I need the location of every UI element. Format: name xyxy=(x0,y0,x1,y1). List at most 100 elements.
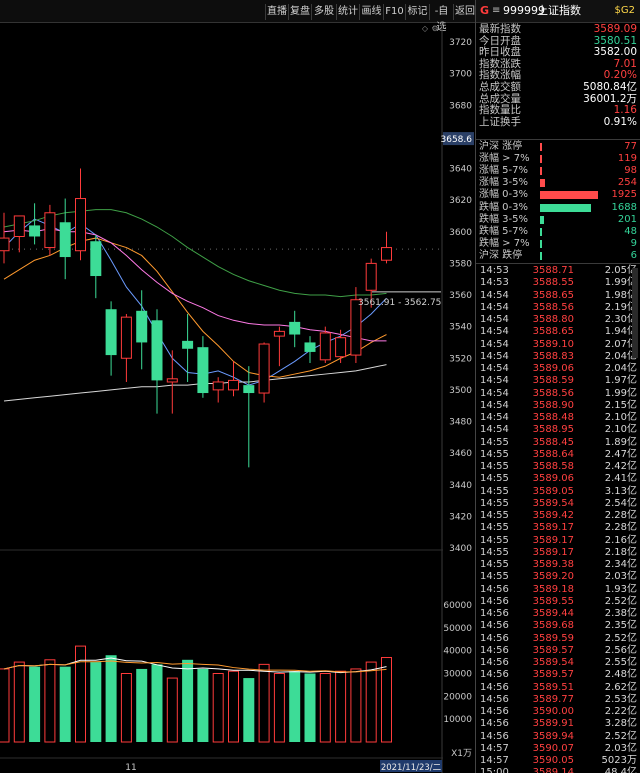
date-axis-label: 11 xyxy=(125,763,136,773)
tick-price: 3588.95 xyxy=(532,424,574,436)
kline-chart[interactable]: 3720370036803660364036203600358035603540… xyxy=(0,22,475,773)
quote-value: 0.20% xyxy=(603,69,637,82)
candle-body xyxy=(350,299,362,356)
distribution-bar xyxy=(540,227,542,236)
tick-time: 14:54 xyxy=(480,387,509,399)
distribution-label: 涨幅 0-3% xyxy=(479,189,529,201)
quote-row: 上证换手 0.91% xyxy=(476,115,640,129)
candle-body xyxy=(59,222,71,258)
quote-row: 昨日收盘 3582.00 xyxy=(476,47,640,59)
volume-bar xyxy=(166,677,178,743)
tick-row: 14:55 3589.06 2.41亿 xyxy=(476,473,640,485)
distribution-label: 沪深 跌停 xyxy=(479,249,523,261)
distribution-bar xyxy=(540,251,542,260)
volume-bar xyxy=(120,673,132,743)
tick-volume: 3.28亿 xyxy=(604,718,637,730)
tick-time: 14:54 xyxy=(480,289,509,301)
quote-row: 总成交额 5080.84亿 xyxy=(476,81,640,94)
tick-price: 3589.59 xyxy=(532,632,574,644)
tick-volume: 2.15亿 xyxy=(604,399,637,411)
candle-body xyxy=(0,237,10,252)
tick-price: 3590.00 xyxy=(532,706,574,717)
toolbar-button[interactable]: 复盘 xyxy=(288,4,311,20)
tick-time: 14:54 xyxy=(480,363,509,374)
tick-volume: 2.52亿 xyxy=(604,595,637,607)
tick-volume: 1.94亿 xyxy=(604,326,637,338)
volume-bar xyxy=(258,663,270,743)
s-tag[interactable]: $G2 xyxy=(614,5,635,16)
tick-price: 3588.58 xyxy=(532,461,574,472)
candle-body xyxy=(243,385,255,394)
volume-bar xyxy=(273,673,285,743)
tick-volume: 1.99亿 xyxy=(604,277,637,289)
y-axis-label: 3580 xyxy=(449,259,472,269)
tick-list-scrollbar[interactable] xyxy=(632,268,638,358)
tick-time: 14:56 xyxy=(480,644,509,656)
y-axis-label: 3560 xyxy=(449,291,472,301)
toolbar-button[interactable]: 画线 xyxy=(359,4,383,20)
y-axis-label: 3640 xyxy=(449,165,472,175)
distribution-count: 77 xyxy=(624,141,637,152)
diamond-icon[interactable]: ◇ xyxy=(421,24,429,33)
tick-price: 3589.18 xyxy=(532,583,574,595)
tick-time: 14:56 xyxy=(480,608,509,619)
distribution-count: 98 xyxy=(624,165,637,177)
tick-row: 14:54 3589.06 2.04亿 xyxy=(476,363,640,375)
tick-row: 14:56 3589.57 2.56亿 xyxy=(476,645,640,657)
toolbar-button[interactable]: F10 xyxy=(383,4,405,20)
distribution-row: 跌幅 > 7% 9 xyxy=(476,238,640,250)
toolbar-button[interactable]: 统计 xyxy=(336,4,359,20)
tick-time: 14:55 xyxy=(480,473,509,485)
tick-price: 3589.10 xyxy=(532,338,574,350)
ma-line-ma60 xyxy=(3,209,387,298)
tick-time: 14:55 xyxy=(480,559,509,570)
toolbar-button[interactable]: 直播 xyxy=(265,4,288,20)
tick-price: 3589.17 xyxy=(532,546,574,558)
tick-price: 3589.51 xyxy=(532,681,574,693)
candle-body xyxy=(136,310,148,343)
settings-icon[interactable]: ⚙ xyxy=(431,24,439,33)
distribution-count: 6 xyxy=(630,249,637,261)
quote-row: 指数量比 1.16 xyxy=(476,105,640,117)
tick-price: 3589.68 xyxy=(532,620,574,632)
index-code: 999999 xyxy=(503,4,545,17)
candle-body xyxy=(29,225,41,237)
tick-row: 14:55 3589.38 2.34亿 xyxy=(476,559,640,571)
quote-label: 今日开盘 xyxy=(479,34,521,47)
current-price-tag: 3658.6 xyxy=(441,135,473,145)
distribution-count: 201 xyxy=(617,213,637,225)
menu-icon[interactable]: ≡ xyxy=(492,5,501,16)
date-tag: 2021/11/23/二 xyxy=(381,763,442,773)
toolbar-button[interactable]: 多股 xyxy=(311,4,336,20)
candle-body xyxy=(258,343,270,394)
tick-volume: 2.54亿 xyxy=(604,497,637,509)
volume-bar xyxy=(197,668,209,742)
distribution-row: 跌幅 3-5% 201 xyxy=(476,214,640,226)
tick-row: 14:53 3588.55 1.99亿 xyxy=(476,277,640,289)
volume-bar xyxy=(228,670,239,743)
tick-price: 3589.55 xyxy=(532,595,574,607)
volume-bar xyxy=(151,664,163,742)
tick-volume: 5023万 xyxy=(601,755,637,766)
tick-volume: 1.93亿 xyxy=(604,583,637,595)
tick-volume: 48.4亿 xyxy=(604,767,637,773)
kline-chart-area[interactable]: 3720370036803660364036203600358035603540… xyxy=(0,22,475,773)
date-tag-bg xyxy=(380,760,442,772)
volume-ma10 xyxy=(3,660,387,673)
toolbar-button[interactable]: 返回 xyxy=(453,4,476,20)
tick-row: 14:54 3588.56 2.19亿 xyxy=(476,302,640,314)
tick-time: 14:57 xyxy=(480,755,509,766)
tick-time: 14:56 xyxy=(480,669,509,681)
tick-row: 14:54 3589.10 2.07亿 xyxy=(476,339,640,351)
quote-value: 0.91% xyxy=(603,115,637,128)
y-axis-label: 3700 xyxy=(449,70,472,80)
tick-row: 14:55 3588.64 2.47亿 xyxy=(476,449,640,461)
tick-price: 3589.05 xyxy=(532,485,574,497)
chart-controls: ◇ ⚙ xyxy=(420,24,442,34)
candle-body xyxy=(75,198,86,252)
toolbar-button[interactable]: 标记 xyxy=(405,4,429,20)
tick-time: 14:56 xyxy=(480,595,509,607)
toolbar-button[interactable]: -自选 xyxy=(429,4,453,33)
candle-body xyxy=(365,262,377,291)
tick-time: 14:54 xyxy=(480,301,509,313)
